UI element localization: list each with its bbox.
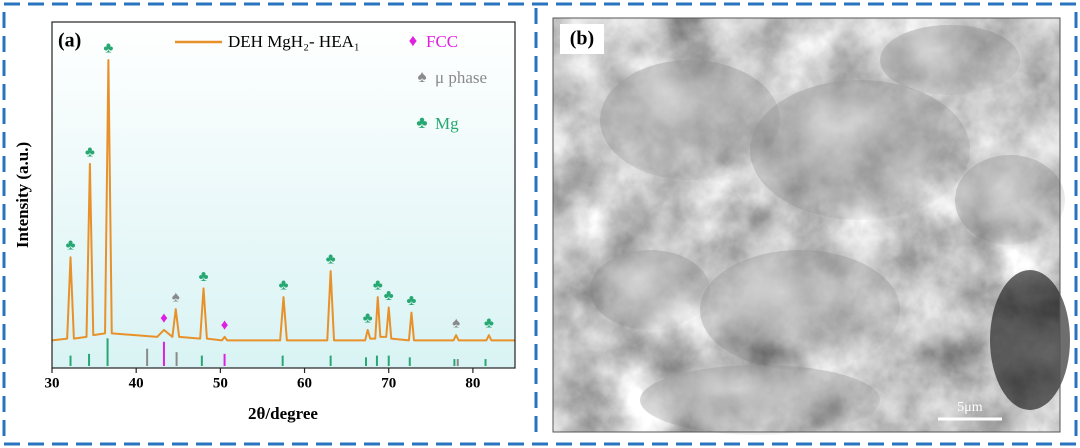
sem-image: (b) 5μm: [552, 17, 1070, 435]
legend-symbol: ♦: [409, 31, 418, 50]
legend-symbol: ♣: [416, 113, 427, 132]
peak-marker: ♣: [363, 310, 373, 326]
particle: [640, 365, 880, 435]
particle: [955, 155, 1065, 245]
x-tick-label: 50: [213, 375, 228, 391]
xrd-plot: [51, 59, 515, 342]
peak-marker: ♠: [452, 316, 460, 332]
y-axis-title: Intensity (a.u.): [13, 142, 32, 248]
plot-frame: [51, 21, 516, 369]
particle: [590, 250, 710, 330]
peak-marker: ♣: [199, 269, 209, 285]
peak-marker: ♣: [384, 288, 394, 304]
peak-marker: ♣: [373, 278, 383, 294]
peak-marker: ♣: [407, 293, 417, 309]
x-tick-label: 30: [45, 375, 60, 391]
particle: [600, 60, 780, 180]
legend-label: DEH MgH₂- HEA₁: [228, 32, 360, 51]
scale-bar-label: 5μm: [957, 400, 983, 415]
peak-marker: ♣: [66, 238, 76, 254]
x-tick-label: 80: [465, 375, 480, 391]
peak-marker: ♣: [484, 316, 494, 332]
x-tick-label: 70: [381, 375, 396, 391]
peak-marker: ♣: [279, 278, 289, 294]
panel-label: (b): [570, 28, 594, 50]
x-axis-title: 2θ/degree: [248, 404, 318, 423]
peak-marker: ♣: [103, 40, 113, 56]
legend-label: FCC: [426, 32, 458, 51]
panel-label-box: [560, 24, 604, 54]
particle: [880, 25, 1020, 95]
peak-marker: ♠: [172, 290, 180, 306]
peak-marker: ♣: [85, 144, 95, 160]
image-frame: [552, 17, 1061, 433]
x-tick-label: 40: [129, 375, 144, 391]
series-line: [51, 59, 515, 342]
plot-background: [52, 22, 515, 368]
peak-marker: ♦: [160, 310, 168, 326]
particle: [700, 250, 900, 370]
peak-marker: ♦: [221, 317, 229, 333]
particle: [750, 80, 970, 220]
shadow: [990, 270, 1070, 410]
legend-label: μ phase: [435, 68, 487, 87]
peak-marker: ♣: [326, 252, 336, 268]
legend-symbol: ♠: [417, 67, 426, 86]
panel-label: (a): [58, 30, 81, 52]
legend-label: Mg: [435, 114, 459, 133]
x-tick-label: 60: [297, 375, 312, 391]
